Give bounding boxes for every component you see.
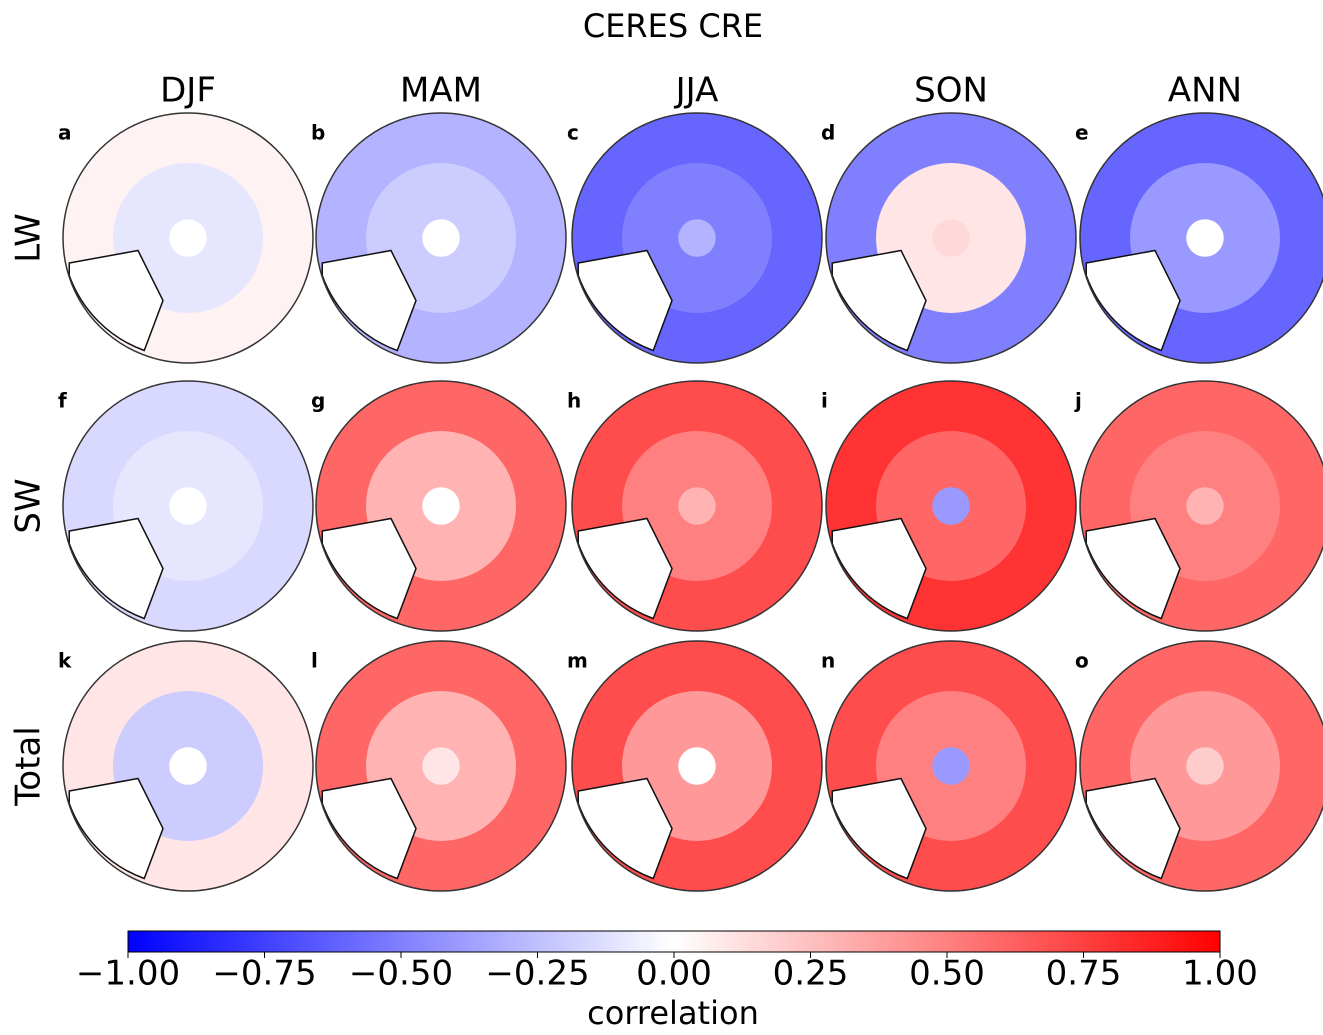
map-panel xyxy=(826,641,1076,891)
correlation-ring xyxy=(1186,747,1224,785)
panel-letter: f xyxy=(58,389,67,413)
panel-letter: m xyxy=(567,649,588,673)
map-panel xyxy=(63,381,313,631)
correlation-ring xyxy=(678,487,716,525)
panel-letter: i xyxy=(821,389,828,413)
colorbar-label: correlation xyxy=(587,994,759,1032)
map-panel xyxy=(826,113,1076,363)
row-label: SW xyxy=(9,478,49,533)
correlation-ring xyxy=(169,747,207,785)
colorbar-tick-label: −0.25 xyxy=(485,954,589,994)
map-panel xyxy=(1080,113,1323,363)
panel-letter: l xyxy=(311,649,318,673)
colorbar-tick-label: 0.75 xyxy=(1046,954,1122,994)
panel-letter: a xyxy=(58,121,72,145)
correlation-ring xyxy=(678,747,716,785)
map-panel xyxy=(572,381,822,631)
panel-letter: n xyxy=(821,649,835,673)
panel-letter: d xyxy=(821,121,835,145)
correlation-ring xyxy=(169,219,207,257)
map-panel xyxy=(826,381,1076,631)
panel-letter: g xyxy=(311,389,325,413)
colorbar-tick-label: 0.50 xyxy=(909,954,985,994)
map-panel xyxy=(316,381,566,631)
correlation-ring xyxy=(1186,219,1224,257)
panel-letter: b xyxy=(311,121,325,145)
panel-letter: h xyxy=(567,389,581,413)
figure: CERES CRE DJF MAM JJA SON ANN LW SW Total a b c d e f… xyxy=(0,0,1323,1035)
colorbar xyxy=(128,931,1220,952)
map-panel xyxy=(316,641,566,891)
figure-title: CERES CRE xyxy=(583,7,763,45)
correlation-ring xyxy=(932,487,970,525)
colorbar-tick-label: 1.00 xyxy=(1182,954,1258,994)
row-label: LW xyxy=(9,213,49,262)
panel-letter: c xyxy=(567,121,579,145)
panel-letter: j xyxy=(1074,389,1082,413)
colorbar-tick-label: 0.25 xyxy=(773,954,849,994)
correlation-ring xyxy=(422,747,460,785)
correlation-ring xyxy=(422,487,460,525)
map-panel xyxy=(63,641,313,891)
map-panel xyxy=(572,113,822,363)
correlation-ring xyxy=(1186,487,1224,525)
panel-letter: k xyxy=(58,649,72,673)
map-panel xyxy=(63,113,313,363)
map-panel xyxy=(316,113,566,363)
map-panel xyxy=(1080,641,1323,891)
colorbar-tick-label: −0.50 xyxy=(349,954,453,994)
panel-letter: e xyxy=(1075,121,1089,145)
correlation-ring xyxy=(169,487,207,525)
correlation-ring xyxy=(678,219,716,257)
map-panel xyxy=(572,641,822,891)
map-panel xyxy=(1080,381,1323,631)
column-label: ANN xyxy=(1168,71,1242,111)
panel-letter: o xyxy=(1075,649,1089,673)
column-label: JJA xyxy=(674,71,719,111)
colorbar-tick-label: −0.75 xyxy=(212,954,316,994)
column-label: DJF xyxy=(160,71,216,111)
row-label: Total xyxy=(9,726,49,806)
correlation-ring xyxy=(422,219,460,257)
column-label: MAM xyxy=(400,71,482,111)
correlation-ring xyxy=(932,747,970,785)
colorbar-tick-label: −1.00 xyxy=(76,954,180,994)
correlation-ring xyxy=(932,219,970,257)
colorbar-tick-label: 0.00 xyxy=(636,954,712,994)
column-label: SON xyxy=(914,71,988,111)
